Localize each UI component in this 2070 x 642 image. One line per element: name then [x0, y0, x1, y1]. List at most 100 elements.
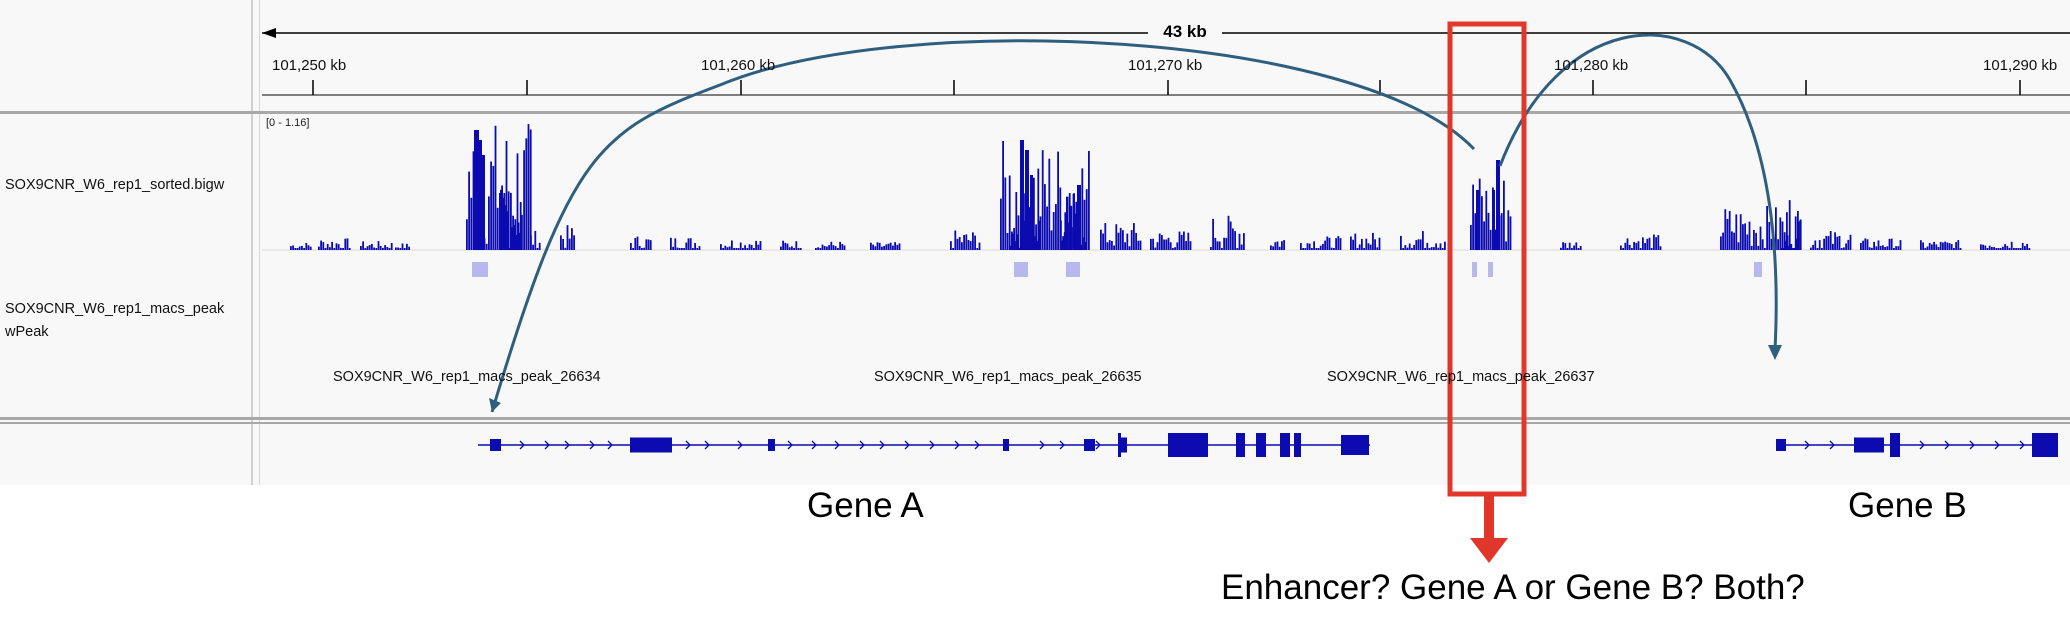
peak-box[interactable]	[1754, 262, 1762, 277]
signal-bar	[728, 246, 731, 250]
signal-bar	[885, 244, 888, 250]
down-arrow-icon	[1470, 538, 1508, 563]
signal-bar	[516, 153, 519, 250]
signal-bar	[1871, 247, 1873, 250]
signal-bar	[1426, 242, 1429, 250]
exon	[1776, 439, 1786, 451]
signal-bar	[1790, 244, 1793, 250]
signal-bar	[1012, 233, 1014, 250]
signal-bar	[1126, 233, 1129, 250]
signal-bar	[502, 197, 504, 250]
signal-bar	[793, 248, 795, 250]
data-range-label: [0 - 1.16]	[266, 117, 310, 129]
signal-bar	[1622, 248, 1624, 250]
bigwig-track-name[interactable]: SOX9CNR_W6_rep1_sorted.bigw	[5, 177, 225, 193]
signal-bar	[1816, 248, 1819, 250]
signal-bar	[1270, 245, 1272, 250]
peak-box[interactable]	[1488, 262, 1493, 277]
signal-bar	[1939, 241, 1942, 250]
signal-bar	[403, 248, 406, 250]
signal-bar	[1137, 240, 1140, 250]
peak-track[interactable]	[472, 262, 1762, 277]
signal-bar	[1797, 221, 1800, 250]
signal-bar	[1794, 216, 1797, 250]
signal-bar	[634, 238, 637, 250]
signal-bar	[815, 248, 817, 250]
signal-bar	[326, 244, 329, 250]
signal-bar	[1066, 196, 1069, 250]
signal-bar	[536, 248, 539, 250]
right-arrowhead-icon	[811, 440, 817, 450]
signal-bar	[2008, 248, 2011, 250]
signal-bar	[1470, 225, 1472, 250]
signal-bar	[329, 247, 331, 250]
signal-bar	[1108, 240, 1111, 250]
peak-track-name-line2[interactable]: wPeak	[5, 324, 49, 340]
gene-a-arrowhead-icon	[489, 398, 501, 412]
peak-box[interactable]	[472, 262, 488, 277]
signal-bar	[366, 246, 369, 250]
signal-bar	[1825, 235, 1828, 250]
signal-bar	[1507, 210, 1510, 250]
signal-bar	[573, 235, 575, 250]
signal-bar	[1161, 235, 1163, 250]
signal-bar	[1571, 248, 1573, 250]
bigwig-signal-track[interactable]	[290, 124, 2031, 250]
signal-bar	[1304, 248, 1307, 250]
signal-bar	[972, 232, 974, 250]
signal-bar	[674, 238, 677, 250]
peak-label[interactable]: SOX9CNR_W6_rep1_macs_peak_26634	[333, 369, 601, 385]
signal-bar	[1814, 240, 1817, 250]
signal-bar	[1777, 239, 1779, 250]
signal-bar	[1033, 177, 1035, 250]
signal-bar	[1768, 222, 1771, 250]
signal-bar	[395, 247, 397, 250]
peak-box[interactable]	[1014, 262, 1028, 277]
peak-label[interactable]: SOX9CNR_W6_rep1_macs_peak_26635	[874, 369, 1142, 385]
signal-bar	[692, 248, 694, 250]
signal-bar	[508, 248, 511, 250]
signal-bar	[969, 241, 972, 250]
signal-bar	[1413, 244, 1415, 250]
signal-bar	[1313, 241, 1315, 250]
gene-track[interactable]	[478, 433, 2058, 457]
signal-bar	[527, 124, 530, 250]
signal-bar	[1505, 241, 1507, 250]
signal-bar	[1737, 242, 1740, 250]
signal-bar	[1430, 247, 1433, 250]
signal-bar	[472, 151, 475, 250]
gene-b-model[interactable]	[1776, 433, 2058, 457]
signal-bar	[1240, 244, 1243, 250]
signal-bar	[830, 241, 833, 250]
signal-bar	[894, 242, 896, 250]
gene-a-model[interactable]	[478, 433, 1370, 457]
signal-bar	[786, 243, 789, 250]
exon	[630, 437, 672, 453]
signal-bar	[1315, 248, 1318, 250]
signal-bar	[371, 244, 373, 250]
signal-bar	[1378, 237, 1381, 250]
signal-bar	[731, 240, 733, 250]
signal-bar	[1083, 199, 1086, 250]
peak-box[interactable]	[1472, 262, 1477, 277]
signal-bar	[1779, 217, 1782, 250]
peak-track-name-line1[interactable]: SOX9CNR_W6_rep1_macs_peak	[5, 301, 225, 317]
signal-bar	[641, 248, 643, 250]
peak-label[interactable]: SOX9CNR_W6_rep1_macs_peak_26637	[1327, 369, 1595, 385]
signal-bar	[1926, 246, 1929, 250]
signal-bar	[1823, 238, 1825, 250]
signal-bar	[1185, 241, 1187, 250]
signal-bar	[1035, 224, 1037, 250]
signal-bar	[1836, 236, 1839, 250]
panel-separator	[251, 0, 253, 485]
right-arrowhead-icon	[1944, 440, 1950, 450]
signal-bar	[1646, 238, 1649, 250]
signal-bar	[1071, 227, 1073, 250]
signal-bar	[1402, 248, 1404, 250]
signal-bar	[1062, 236, 1064, 250]
peak-box[interactable]	[1066, 262, 1080, 277]
signal-bar	[309, 246, 312, 250]
signal-bar	[1124, 242, 1126, 250]
exon	[1236, 433, 1245, 457]
signal-bar	[965, 234, 968, 250]
